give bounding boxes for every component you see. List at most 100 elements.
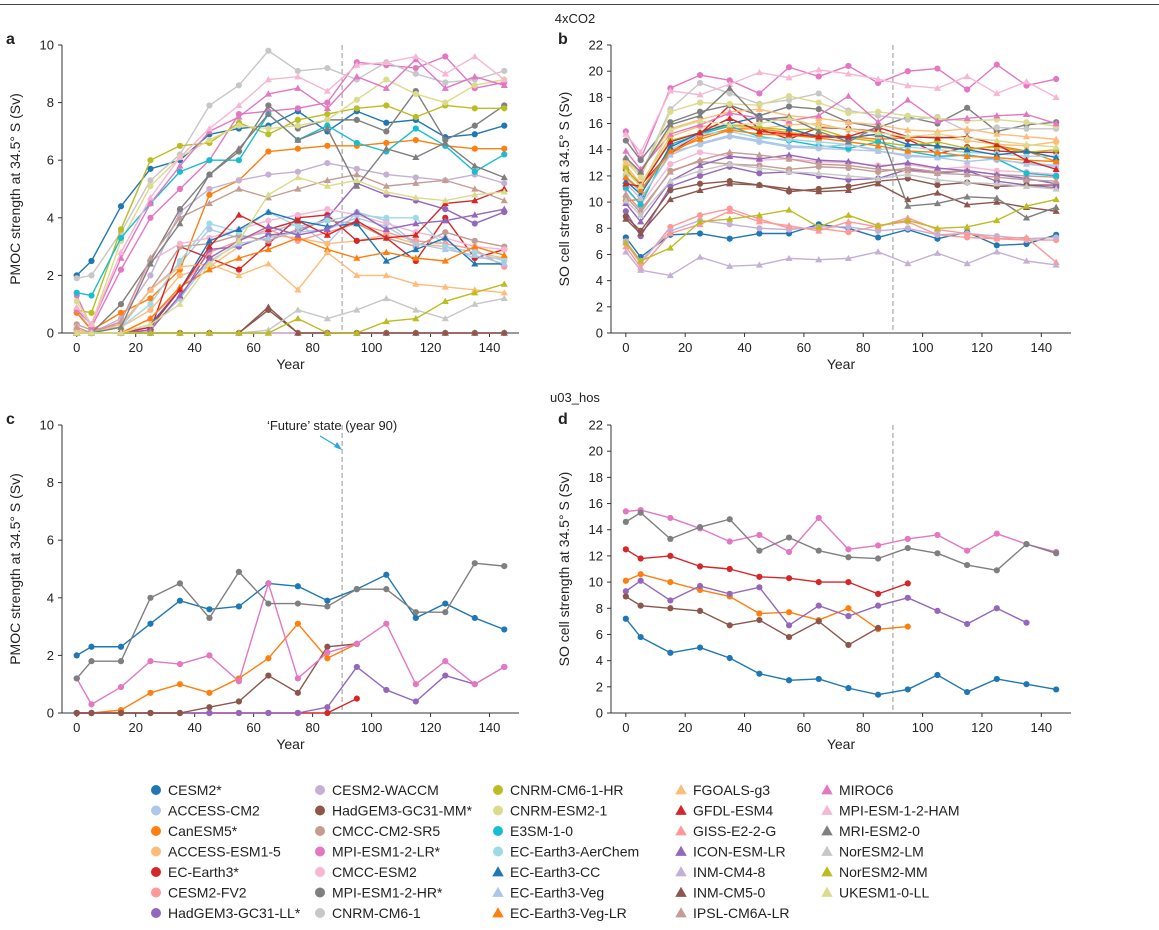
panel-b-point-cnrm-esm2-1 (637, 174, 644, 181)
panel-a-point-mpi-esm1-2-lr (324, 99, 331, 106)
panel-d-point-cesm2 (964, 688, 971, 696)
panel-b-point-ec-earth3-veg (755, 136, 763, 144)
panel-c-letter: c (6, 411, 15, 428)
panel-a-point-gfdl-esm4 (294, 217, 302, 224)
panel-a-point-mri-esm2-0 (500, 173, 508, 181)
panel-a-point-mpi-esm1-2-lr (147, 214, 154, 221)
panel-c-point-hadgem3-gc31-ll (442, 672, 449, 679)
panel-a-point-mpi-esm-1-2-ham (205, 124, 213, 132)
panel-b-point-noresm2-mm (815, 223, 823, 230)
panel-a-point-ukesm1-0-ll (73, 329, 81, 336)
panel-a-point-noresm2-mm (382, 317, 390, 325)
panel-b-point-ukesm1-0-ll (933, 130, 942, 137)
panel-b-point-mri-esm2-0 (1052, 203, 1060, 211)
panel-a-y-tick-label: 6 (47, 153, 54, 168)
panel-b-point-inm-cm4-8 (963, 260, 971, 267)
panel-a-point-mri-esm2-0 (146, 260, 155, 267)
panel-d-series-ec-earth3 (622, 546, 911, 597)
panel-b-x-axis-label: Year (827, 356, 856, 372)
panel-b-point-noresm2-mm (874, 222, 882, 229)
panel-c-point-mpi-esm1-2-lr (265, 580, 272, 587)
panel-a-point-miroc6 (500, 81, 508, 88)
legend-entry-cesm2-fv2: CESM2-FV2 (151, 885, 247, 901)
panel-b-point-noresm2-lm (904, 171, 912, 178)
panel-b-point-icon-esm-lr (844, 157, 852, 165)
legend-marker-ipsl-cm6a-lr (675, 907, 687, 918)
panel-a-point-ec-earth3-aerchem (206, 220, 213, 227)
panel-c-point-hadgem3-gc31-mm (88, 709, 95, 717)
panel-d-point-hadgem3-gc31-ll (756, 584, 763, 591)
panel-a-x-tick-label: 0 (73, 340, 80, 355)
panel-d-point-mpi-esm1-2-hr (785, 534, 793, 541)
panel-a-point-cnrm-esm2-1 (412, 90, 419, 98)
panel-d-point-cesm2 (993, 675, 1000, 683)
panel-b-point-ec-earth3-veg (933, 154, 942, 161)
panel-a-point-mpi-esm-1-2-ham (500, 75, 508, 83)
panel-a-point-cesm2 (88, 257, 95, 265)
panel-a-point-cesm2-waccm (501, 180, 508, 187)
panel-a-point-canesm5 (265, 148, 272, 155)
panel-d-point-ec-earth3 (785, 575, 793, 582)
panel-d-series-mpi-esm1-2-lr (622, 506, 1060, 556)
panel-b-point-icon-esm-lr (815, 156, 823, 163)
panel-b-point-icon-esm-lr (726, 152, 734, 159)
panel-b-point-noresm2-lm (844, 172, 852, 179)
panel-c-point-hadgem3-gc31-ll (265, 709, 272, 717)
panel-b-point-cnrm-esm2-1 (667, 108, 674, 115)
panel-a-point-mpi-esm1-2-lr (176, 185, 184, 193)
panel-d-series-hadgem3-gc31-ll (622, 577, 1030, 629)
section-title-4xco2: 4xCO2 (555, 11, 595, 26)
panel-b-point-mpi-esm-1-2-ham (844, 70, 852, 77)
panel-d-point-hadgem3-gc31-ll (1023, 619, 1030, 626)
panel-d-point-mpi-esm1-2-hr (1023, 541, 1030, 548)
panel-c-x-tick-label: 120 (420, 720, 442, 735)
panel-b-point-cesm2 (874, 234, 882, 241)
panel-b-y-tick-label: 22 (589, 38, 603, 53)
panel-a-point-ec-earth3-cc (382, 257, 390, 264)
legend-label: ACCESS-CM2 (168, 803, 260, 819)
panel-d-y-tick-label: 14 (589, 522, 603, 537)
panel-a-point-cnrm-esm2-1 (353, 96, 360, 103)
legend-label: CMCC-CM2-SR5 (332, 823, 440, 839)
panel-b-series-line-cmcc-esm2 (625, 151, 1057, 206)
panel-a-point-cnrm-esm2-1 (206, 136, 213, 144)
panel-a-point-ipsl-cm6a-lr (235, 185, 243, 192)
panel-b-point-ec-earth3-cc (904, 140, 912, 148)
panel-a-point-cesm2-waccm (324, 159, 331, 167)
panel-d-point-canesm5 (637, 571, 644, 578)
panel-d-point-cesm2 (637, 633, 644, 641)
panel-d-point-hadgem3-gc31-ll (934, 607, 941, 614)
panel-b-point-ec-earth3-veg-lr (993, 154, 1001, 161)
panel-b-point-ec-earth3-veg (666, 151, 674, 158)
panel-a-point-e3sm-1-0 (501, 151, 508, 158)
panel-d-point-mpi-esm1-2-lr (874, 542, 882, 549)
panel-b-series-line-ec-earth3-veg (625, 134, 1057, 199)
panel-a-point-mpi-esm-1-2-ham (73, 303, 81, 310)
panel-a-point-canesm5 (206, 191, 213, 198)
panel-a-point-mpi-esm1-2-hr (176, 206, 184, 213)
panel-b-point-cnrm-cm6-1 (815, 90, 822, 97)
panel-b-point-mri-esm2-0 (815, 127, 823, 135)
panel-a-point-icon-esm-lr (382, 225, 390, 232)
panel-d-point-hadgem3-gc31-mm (637, 602, 644, 609)
panel-a-point-mpi-esm1-2-hr (265, 102, 272, 109)
panel-a-y-tick-label: 4 (47, 210, 54, 225)
panel-b-point-inm-cm4-8 (993, 248, 1001, 255)
panel-b-point-giss-e2-2-g (1022, 233, 1031, 241)
panel-b-point-miroc6 (666, 130, 674, 137)
panel-b-point-mpi-esm1-2-lr (726, 77, 733, 84)
panel-b-point-ec-earth3-veg-lr (904, 147, 912, 154)
legend-marker-access-esm1-5 (151, 846, 161, 857)
panel-b-point-mpi-esm1-2-hr (964, 104, 971, 111)
panel-a-point-ukesm1-0-ll (353, 176, 361, 184)
panel-d-point-hadgem3-gc31-mm (845, 641, 852, 649)
panel-a-point-miroc6 (117, 254, 125, 261)
panel-c-point-cesm2 (117, 643, 125, 650)
panel-b-point-noresm2-mm (726, 215, 734, 222)
panel-b-point-miroc6 (963, 114, 971, 121)
legend-marker-cnrm-cm6-1 (315, 908, 325, 918)
panel-b-series-inm-cm4-8 (622, 248, 1060, 279)
panel-c-point-mpi-esm1-2-hr (412, 609, 419, 616)
legend-marker-hadgem3-gc31-mm (315, 805, 325, 816)
panel-b-point-mpi-esm-1-2-ham (993, 89, 1001, 97)
